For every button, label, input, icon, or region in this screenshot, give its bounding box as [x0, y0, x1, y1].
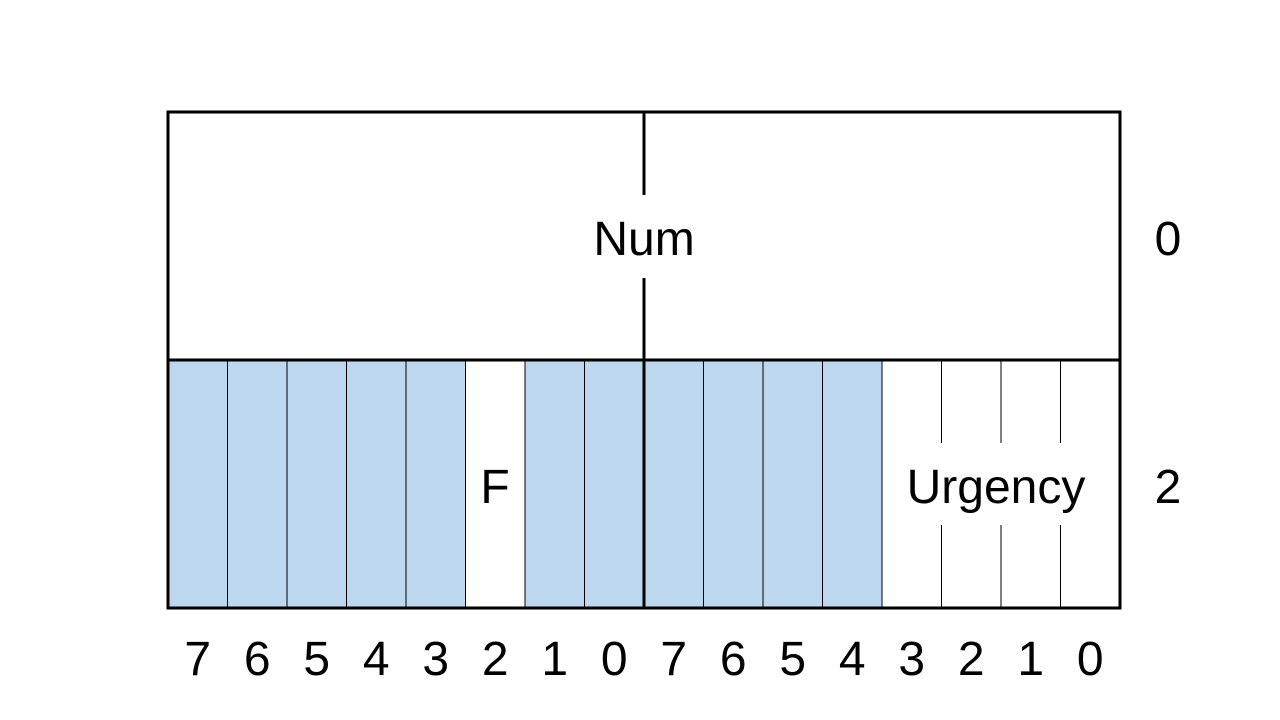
bit-number-label: 0	[1077, 633, 1104, 686]
bit-number-label: 5	[779, 633, 806, 686]
bit-number-label: 6	[244, 633, 271, 686]
reserved-bit-cell	[644, 360, 704, 608]
bit-number-label: 6	[720, 633, 747, 686]
flag-field-label: F	[480, 461, 509, 514]
bit-number-label: 2	[482, 633, 509, 686]
reserved-bit-cell	[227, 360, 287, 608]
bit-number-label: 3	[898, 633, 925, 686]
reserved-bit-cell	[346, 360, 406, 608]
num-field-label: Num	[593, 213, 694, 266]
reserved-bit-cell	[703, 360, 763, 608]
reserved-bit-cell	[406, 360, 466, 608]
row-offset-2: 2	[1155, 461, 1182, 514]
reserved-bit-cell	[763, 360, 823, 608]
reserved-bit-cell	[525, 360, 585, 608]
reserved-bit-cell	[287, 360, 347, 608]
row-offset-0: 0	[1155, 213, 1182, 266]
reserved-bit-cell	[168, 360, 228, 608]
bit-number-label: 2	[958, 633, 985, 686]
bit-number-label: 4	[839, 633, 866, 686]
bit-number-label: 0	[601, 633, 628, 686]
bit-number-label: 7	[184, 633, 211, 686]
reserved-bit-cell	[584, 360, 644, 608]
bit-number-label: 4	[363, 633, 390, 686]
bit-cells	[168, 360, 882, 608]
reserved-bit-cell	[822, 360, 882, 608]
bit-number-label: 1	[541, 633, 568, 686]
bit-dividers	[227, 360, 1061, 608]
bit-number-label: 3	[422, 633, 449, 686]
bit-number-label: 5	[303, 633, 330, 686]
bit-number-label: 7	[660, 633, 687, 686]
urgency-field-label: Urgency	[907, 461, 1086, 514]
bit-number-label: 1	[1017, 633, 1044, 686]
